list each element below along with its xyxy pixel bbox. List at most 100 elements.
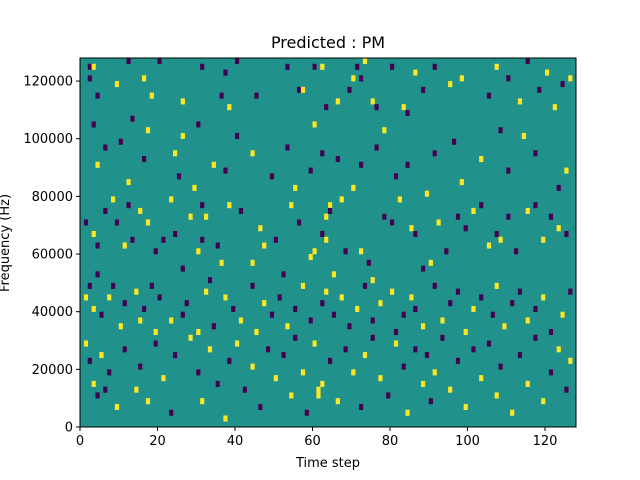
- heatmap-cell: [180, 311, 185, 318]
- heatmap-cell: [312, 340, 317, 347]
- heatmap-cell: [331, 271, 337, 278]
- heatmap-cell: [258, 225, 263, 232]
- heatmap-cell: [556, 225, 561, 232]
- heatmap-cell: [432, 150, 437, 157]
- heatmap-cell: [293, 334, 298, 341]
- heatmap-cell: [223, 415, 228, 422]
- heatmap-cell: [541, 398, 546, 405]
- heatmap-cell: [138, 207, 143, 214]
- heatmap-cell: [169, 196, 174, 203]
- y-tick-label: 100000: [23, 132, 73, 147]
- heatmap-cell: [122, 346, 127, 353]
- heatmap-cell: [227, 357, 232, 364]
- heatmap-cell: [196, 369, 201, 376]
- heatmap-cell: [138, 363, 143, 370]
- heatmap-cell: [273, 236, 278, 243]
- heatmap-cell: [145, 219, 151, 226]
- heatmap-cell: [355, 305, 360, 312]
- heatmap-cell: [103, 207, 108, 214]
- heatmap-cell: [118, 323, 123, 330]
- heatmap-cell: [390, 219, 395, 226]
- heatmap-cell: [440, 334, 445, 341]
- heatmap-cell: [421, 265, 426, 272]
- heatmap-cell: [498, 236, 503, 243]
- heatmap-cell: [297, 219, 302, 226]
- heatmap-cell: [169, 317, 174, 324]
- heatmap-cell: [196, 121, 201, 128]
- heatmap-cell: [231, 305, 236, 312]
- heatmap-cell: [378, 375, 383, 382]
- heatmap-cell: [134, 386, 139, 393]
- heatmap-cell: [300, 369, 306, 376]
- heatmap-cell: [114, 403, 120, 411]
- heatmap-cell: [362, 282, 368, 289]
- heatmap-cell: [405, 109, 410, 116]
- heatmap-cell: [130, 236, 135, 243]
- heatmap-cell: [95, 242, 100, 249]
- heatmap-cell: [107, 369, 112, 376]
- heatmap-cell: [455, 288, 461, 295]
- heatmap-cell: [521, 132, 526, 140]
- heatmap-cell: [548, 328, 554, 336]
- x-tick-label: 60: [304, 434, 321, 449]
- heatmap-cell: [448, 81, 453, 88]
- heatmap-cell: [359, 161, 364, 168]
- heatmap-cell: [145, 127, 151, 134]
- heatmap-cell: [335, 98, 340, 105]
- heatmap-cell: [223, 294, 228, 301]
- heatmap-cell: [390, 288, 395, 295]
- heatmap-cell: [370, 334, 375, 341]
- heatmap-cell: [564, 386, 569, 393]
- heatmap-cell: [285, 63, 290, 70]
- heatmap-cell: [479, 156, 484, 163]
- heatmap-cell: [153, 328, 158, 336]
- heatmap-cell: [320, 380, 325, 387]
- y-tick-label: 60000: [32, 248, 73, 263]
- heatmap-cell: [421, 380, 426, 387]
- heatmap-cell: [517, 288, 523, 295]
- heatmap-cell: [359, 248, 364, 255]
- heatmap-cell: [405, 409, 410, 416]
- heatmap-cell: [122, 300, 127, 307]
- heatmap-cell: [114, 219, 120, 226]
- heatmap-cell: [320, 300, 325, 307]
- heatmap-cell: [215, 242, 220, 249]
- heatmap-cell: [374, 144, 379, 151]
- heatmap-cell: [486, 340, 492, 347]
- y-axis: 0 20000 40000 60000 80000 100000 120000: [23, 75, 80, 436]
- heatmap-cell: [328, 357, 333, 364]
- heatmap-cell: [273, 375, 278, 382]
- heatmap-cell: [347, 86, 352, 93]
- heatmap-cell: [355, 63, 360, 70]
- heatmap-cell: [401, 104, 406, 111]
- heatmap-cell: [242, 386, 247, 393]
- heatmap-cell: [87, 357, 92, 364]
- heatmap-cell: [188, 334, 193, 341]
- heatmap-cell: [173, 150, 178, 157]
- heatmap-cell: [258, 403, 263, 411]
- heatmap-cell: [107, 294, 112, 301]
- heatmap-cell: [514, 248, 519, 255]
- heatmap-cell: [343, 346, 348, 353]
- heatmap-cell: [506, 75, 511, 82]
- x-tick-label: 20: [149, 434, 166, 449]
- heatmap-cell: [324, 213, 329, 220]
- heatmap-cell: [95, 392, 100, 399]
- heatmap-cell: [99, 311, 104, 318]
- heatmap-cell: [300, 282, 306, 289]
- heatmap-cell: [126, 202, 131, 209]
- heatmap-cell: [300, 86, 306, 93]
- heatmap-cell: [235, 132, 240, 140]
- heatmap-cell: [409, 225, 414, 232]
- heatmap-cell: [91, 230, 96, 238]
- heatmap-cell: [91, 305, 96, 312]
- plot-area: [79, 57, 577, 428]
- y-tick-label: 120000: [23, 75, 73, 90]
- heatmap-cell: [393, 328, 399, 336]
- x-tick-label: 0: [76, 434, 84, 449]
- heatmap-cell: [533, 334, 538, 341]
- heatmap-cell: [126, 58, 131, 65]
- heatmap-cell: [250, 150, 255, 157]
- heatmap-cell: [556, 184, 561, 191]
- heatmap-cell: [324, 236, 329, 243]
